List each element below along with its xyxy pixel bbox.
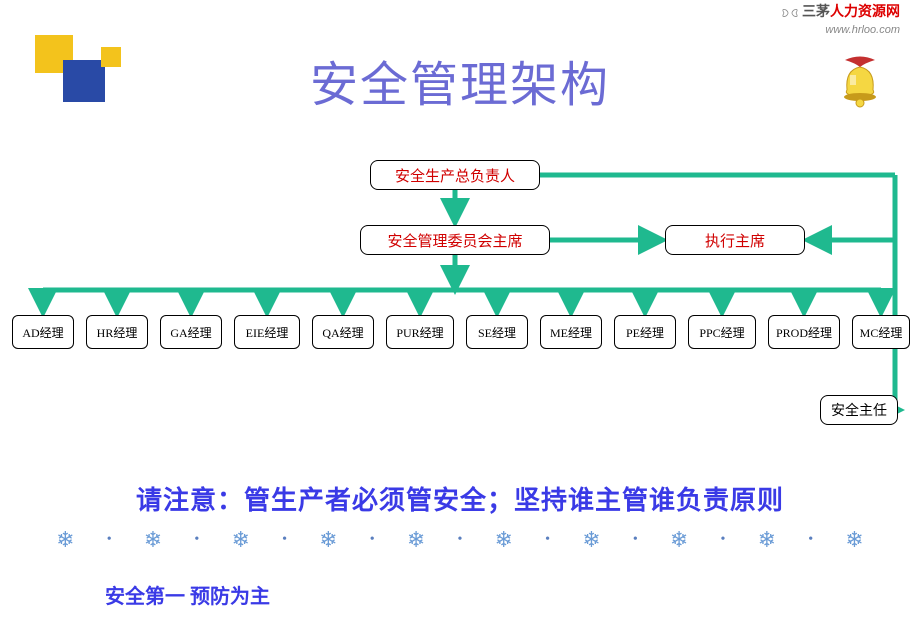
org-node-m4: EIE经理 bbox=[234, 315, 300, 349]
watermark-url: www.hrloo.com bbox=[825, 24, 900, 36]
org-node-sup: 安全主任 bbox=[820, 395, 898, 425]
deco-square bbox=[101, 47, 121, 67]
org-node-top: 安全生产总负责人 bbox=[370, 160, 540, 190]
dot-separator: • bbox=[282, 532, 287, 548]
org-node-m7: SE经理 bbox=[466, 315, 528, 349]
snowflake-icon: ❄ bbox=[582, 527, 600, 553]
org-node-m12: MC经理 bbox=[852, 315, 910, 349]
butterfly-icon bbox=[781, 6, 799, 20]
bell-icon bbox=[835, 55, 885, 110]
notice-text: 请注意：管生产者必须管安全；坚持谁主管谁负责原则 bbox=[136, 480, 784, 517]
dot-separator: • bbox=[808, 532, 813, 548]
dot-separator: • bbox=[545, 532, 550, 548]
dot-separator: • bbox=[721, 532, 726, 548]
org-node-m5: QA经理 bbox=[312, 315, 374, 349]
org-node-m11: PROD经理 bbox=[768, 315, 840, 349]
dot-separator: • bbox=[457, 532, 462, 548]
snowflake-icon: ❄ bbox=[56, 527, 74, 553]
snowflake-icon: ❄ bbox=[144, 527, 162, 553]
org-chart: 安全生产总负责人安全管理委员会主席 执行主席 AD经理 HR经理 GA经理 EIE经理 QA… bbox=[0, 140, 920, 440]
page-title: 安全管理架构 bbox=[310, 45, 610, 115]
dot-separator: • bbox=[194, 532, 199, 548]
org-node-m2: HR经理 bbox=[86, 315, 148, 349]
watermark: 三茅人力资源网 www.hrloo.com bbox=[781, 5, 900, 37]
snowflake-icon: ❄ bbox=[845, 527, 863, 553]
snowflake-icon: ❄ bbox=[407, 527, 425, 553]
snowflake-icon: ❄ bbox=[670, 527, 688, 553]
deco-square bbox=[63, 60, 105, 102]
org-node-m10: PPC经理 bbox=[688, 315, 756, 349]
snowflake-icon: ❄ bbox=[495, 527, 513, 553]
org-node-m1: AD经理 bbox=[12, 315, 74, 349]
dot-separator: • bbox=[107, 532, 112, 548]
org-node-m9: PE经理 bbox=[614, 315, 676, 349]
org-node-m8: ME经理 bbox=[540, 315, 602, 349]
snowflake-icon: ❄ bbox=[758, 527, 776, 553]
watermark-text: 三茅人力资源网 bbox=[802, 5, 900, 20]
dot-separator: • bbox=[370, 532, 375, 548]
org-node-mid_r: 执行主席 bbox=[665, 225, 805, 255]
org-node-m6: PUR经理 bbox=[386, 315, 454, 349]
dot-separator: • bbox=[633, 532, 638, 548]
org-node-mid_l: 安全管理委员会主席 bbox=[360, 225, 550, 255]
snowflake-divider: ❄ • ❄ • ❄ • ❄ • ❄ • ❄ • ❄ • ❄ • ❄ • ❄ bbox=[40, 520, 880, 560]
org-node-m3: GA经理 bbox=[160, 315, 222, 349]
snowflake-icon: ❄ bbox=[319, 527, 337, 553]
footer-slogan: 安全第一 预防为主 bbox=[105, 580, 270, 609]
snowflake-icon: ❄ bbox=[231, 527, 249, 553]
